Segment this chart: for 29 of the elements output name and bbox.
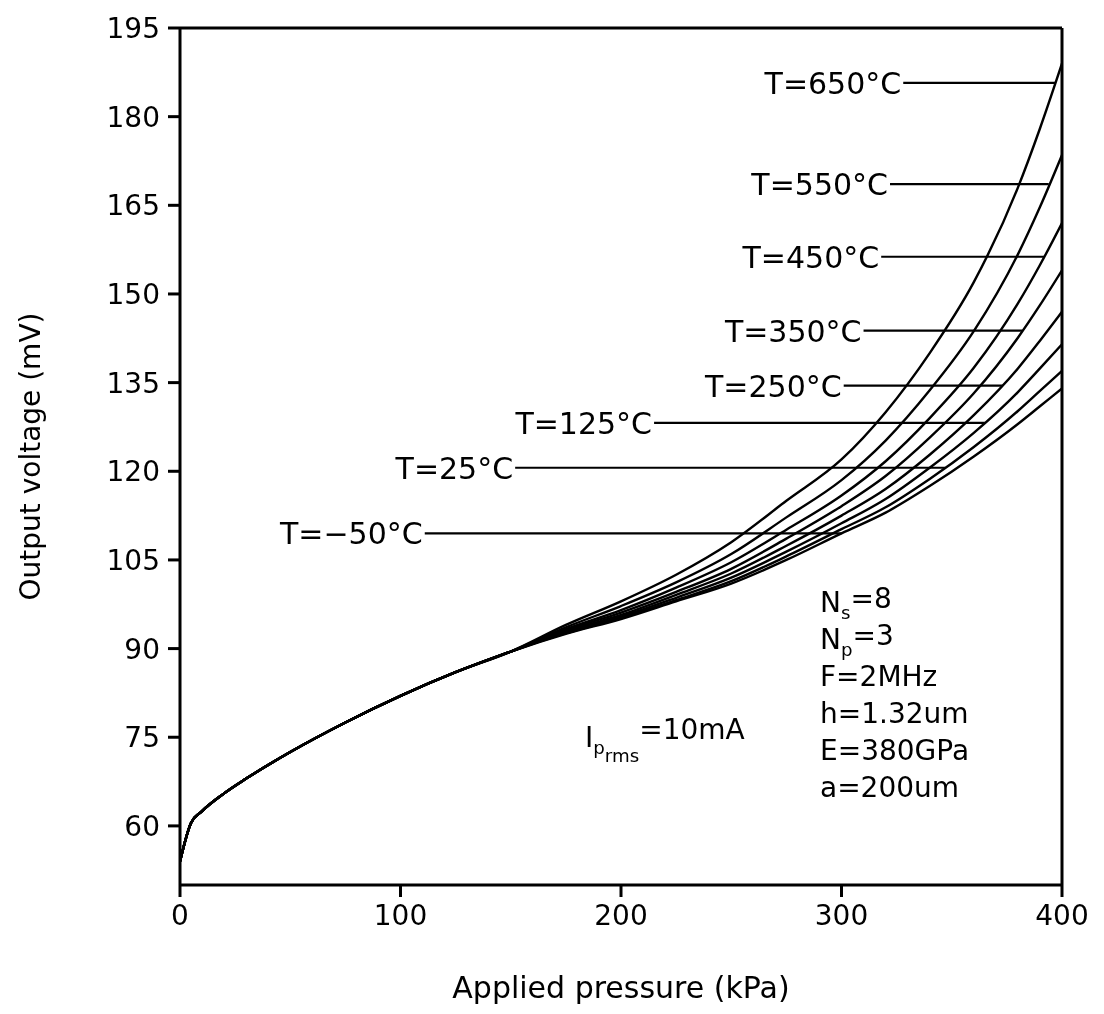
annotation: T=650°C (763, 65, 902, 101)
y-tick-label: 195 (106, 11, 160, 45)
annotation: T=−50°C (279, 516, 423, 552)
y-tick-label: 150 (106, 277, 160, 311)
annotation: T=550°C (750, 167, 889, 203)
y-tick-label: 75 (124, 721, 160, 755)
x-tick-label: 100 (373, 898, 428, 932)
annotation: T=350°C (723, 313, 862, 349)
y-axis-title: Output voltage (mV) (13, 312, 47, 601)
annotation: F=2MHz (820, 660, 938, 693)
y-tick-label: 165 (106, 189, 160, 223)
annotation: T=125°C (514, 405, 653, 441)
x-tick-label: 200 (594, 898, 648, 932)
x-axis-title: Applied pressure (kPa) (452, 970, 790, 1005)
y-tick-label: 180 (106, 100, 160, 134)
x-tick-label: 0 (171, 898, 189, 932)
x-tick-label: 300 (814, 898, 869, 932)
annotation: T=450°C (741, 239, 880, 275)
annotation: E=380GPa (820, 734, 970, 767)
x-tick-label: 400 (1035, 898, 1089, 932)
annotation: h=1.32um (820, 697, 969, 730)
y-tick-label: 60 (124, 809, 160, 843)
y-tick-label: 105 (106, 543, 160, 577)
y-tick-label: 135 (106, 366, 160, 400)
annotation: a=200um (820, 771, 960, 804)
y-tick-label: 90 (124, 632, 160, 666)
annotation: T=250°C (704, 368, 842, 404)
y-tick-label: 120 (106, 455, 160, 489)
annotation: T=25°C (394, 450, 514, 486)
